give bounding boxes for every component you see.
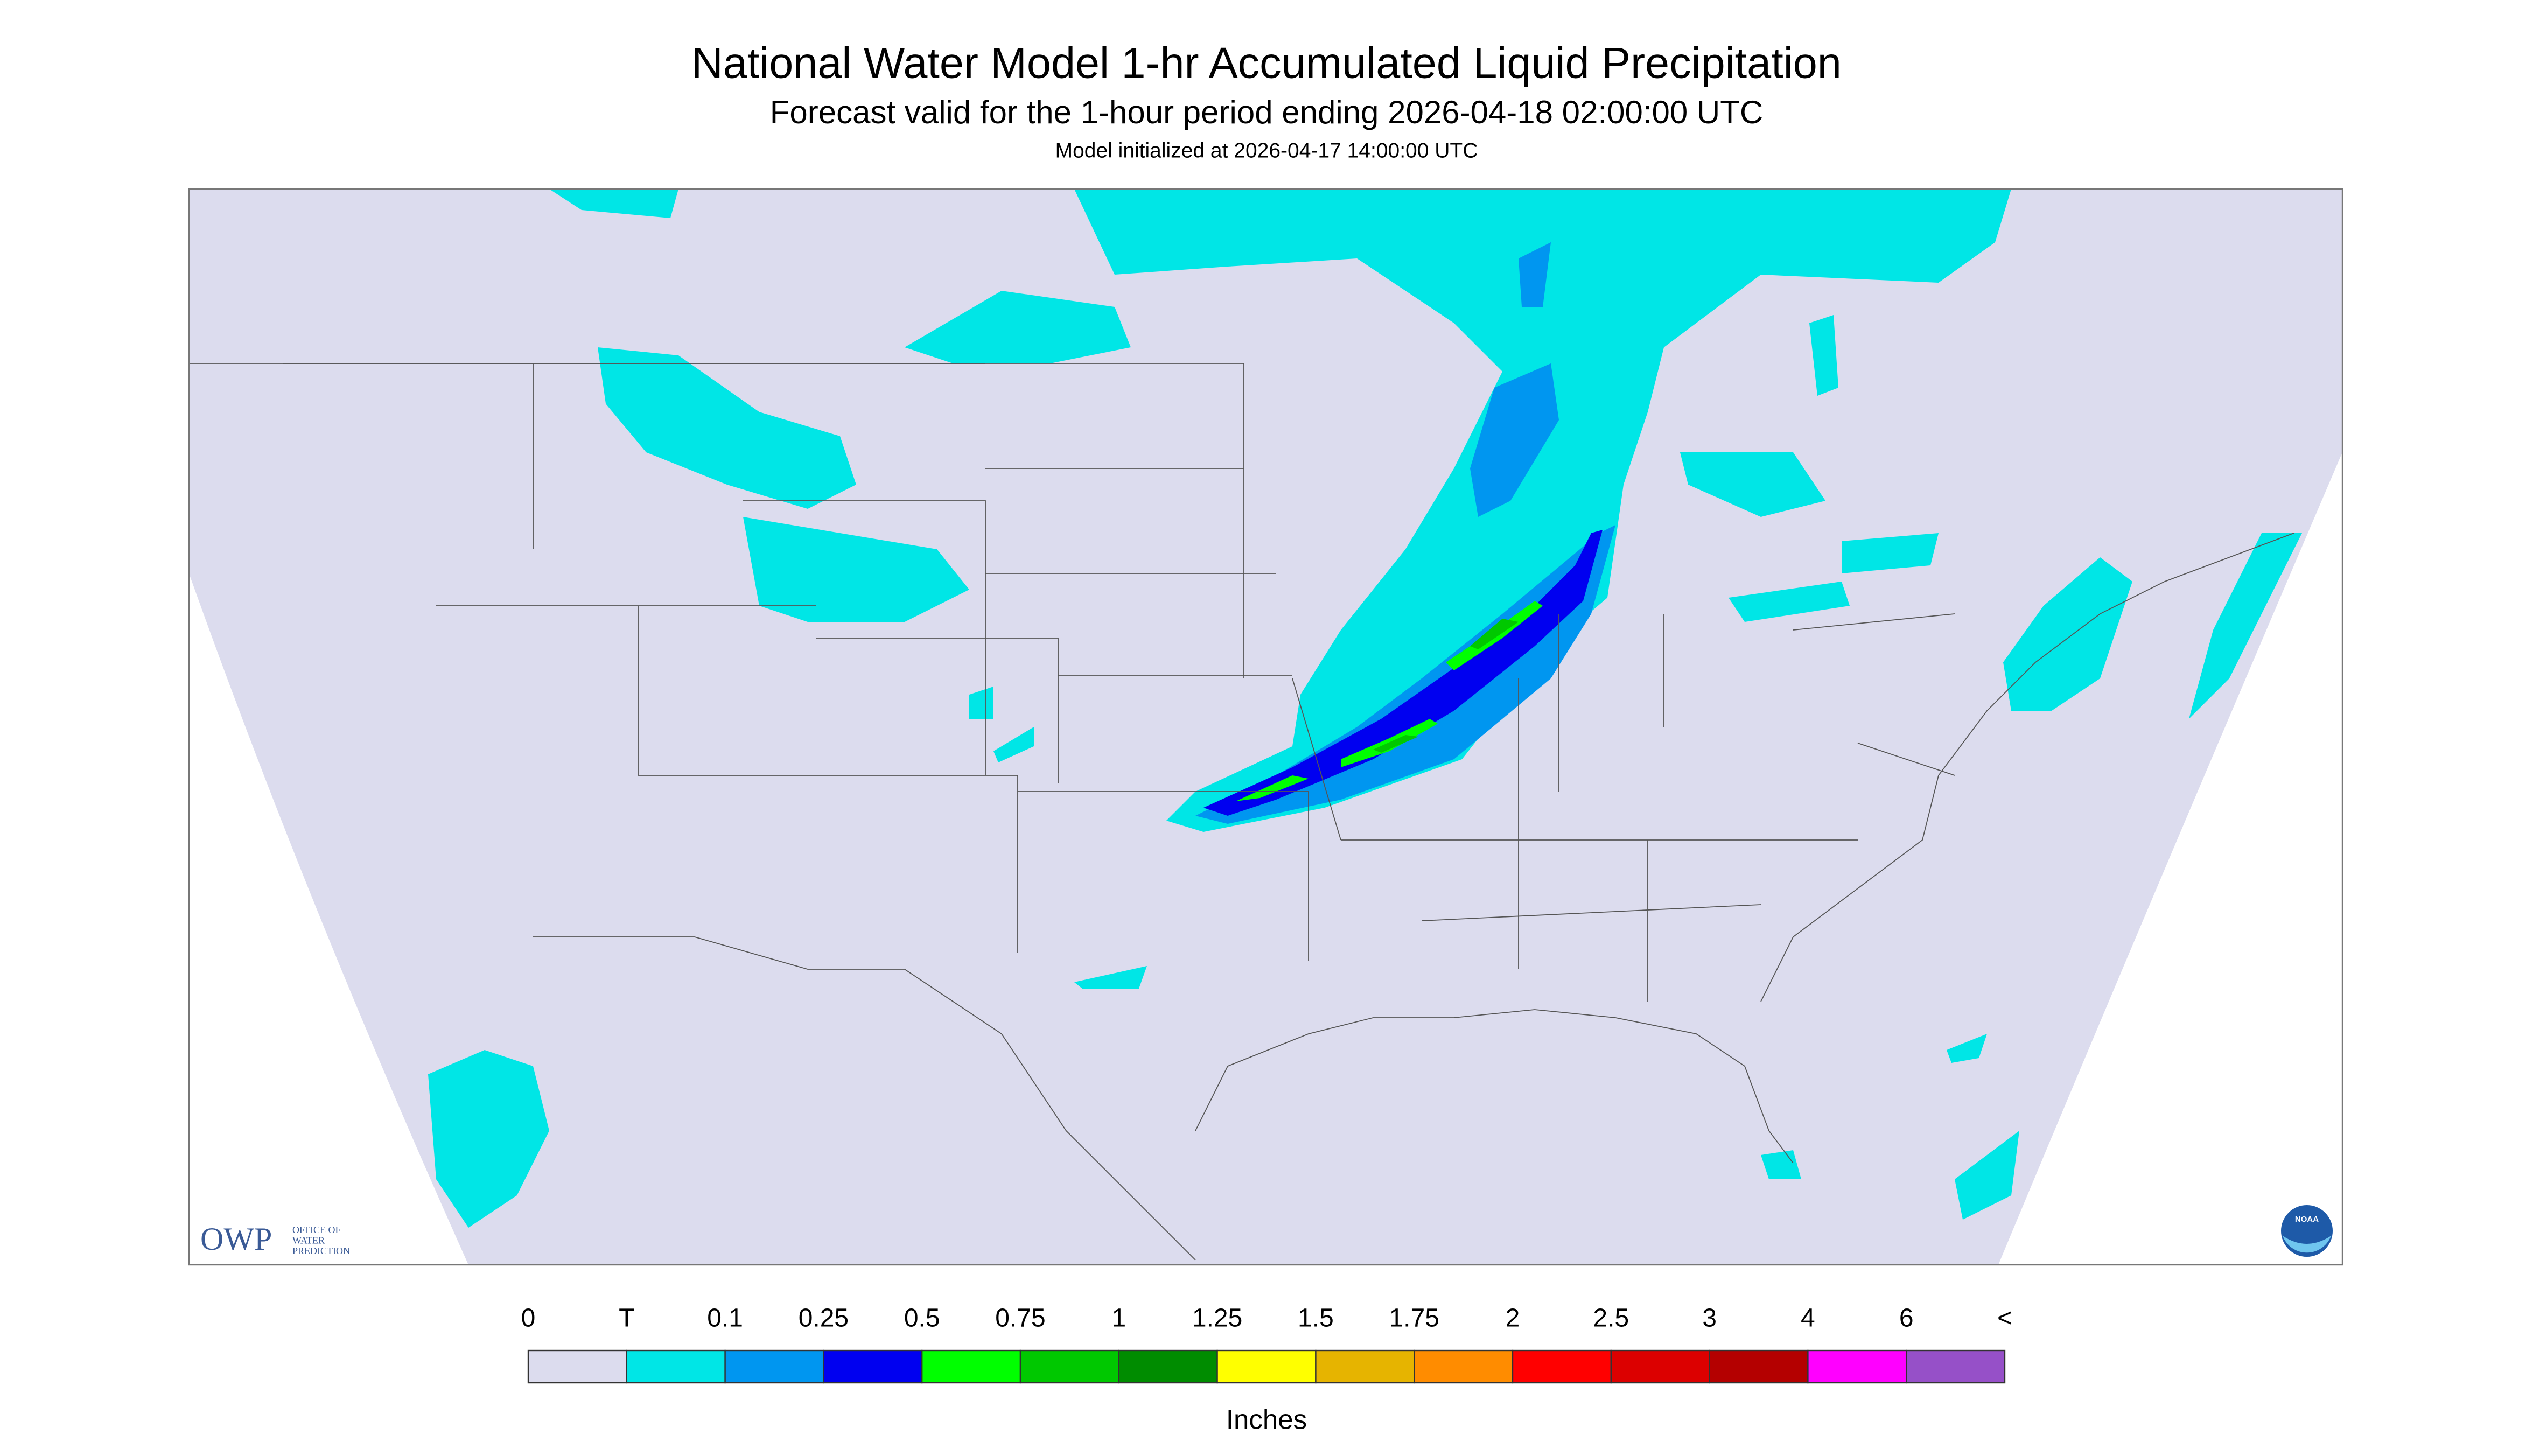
precip-area	[1195, 242, 1615, 824]
legend-swatch	[1512, 1349, 1612, 1384]
precip-area	[1074, 189, 2011, 832]
legend-swatch	[1610, 1349, 1710, 1384]
precip-area	[1236, 601, 1543, 802]
owp-mark: OWP	[200, 1221, 272, 1257]
precip-area	[2003, 557, 2132, 711]
legend-swatch	[823, 1349, 923, 1384]
legend-label: 2	[1506, 1304, 1520, 1333]
subtitle: Forecast valid for the 1-hour period end…	[770, 94, 1763, 130]
legend-label: 1.75	[1389, 1304, 1439, 1333]
precip-area	[549, 189, 678, 219]
legend: 0 T 0.1 0.25 0.5 0.75 1 1.25 1.5 1.75 2 2.5 3 4 6 <	[521, 1304, 2012, 1384]
precip-area	[1470, 363, 1559, 517]
legend-label: 3	[1702, 1304, 1717, 1333]
noaa-wave	[2283, 1236, 2331, 1253]
legend-swatch	[1414, 1349, 1514, 1384]
legend-label: 1.5	[1298, 1304, 1334, 1333]
noaa-logo: NOAA	[2281, 1205, 2333, 1257]
legend-swatch	[1709, 1349, 1809, 1384]
owp-line: PREDICTION	[292, 1245, 350, 1256]
owp-line: WATER	[292, 1235, 325, 1246]
precip-area	[1729, 533, 1939, 622]
legend-label: 0.1	[707, 1304, 743, 1333]
precip-areas	[428, 189, 2302, 1228]
legend-swatch	[1315, 1349, 1415, 1384]
precip-area	[1761, 1034, 2019, 1220]
owp-line: OFFICE OF	[292, 1224, 341, 1235]
legend-label: 0.75	[995, 1304, 1045, 1333]
boundaries	[189, 363, 2294, 1261]
legend-swatch	[1216, 1349, 1317, 1384]
precip-area	[905, 291, 1131, 364]
precip-area	[598, 347, 856, 509]
precip-area	[743, 517, 969, 622]
owp-logo: OWP OFFICE OF WATER PREDICTION	[200, 1221, 350, 1257]
legend-swatch	[1905, 1349, 2006, 1384]
coastline	[1195, 533, 2294, 1164]
legend-label: 0.5	[904, 1304, 940, 1333]
precip-area	[428, 1050, 549, 1228]
init-note: Model initialized at 2026-04-17 14:00:00…	[1055, 139, 1478, 162]
legend-swatch	[921, 1349, 1021, 1384]
legend-label: <	[1997, 1304, 2012, 1333]
legend-label: 4	[1801, 1304, 1815, 1333]
legend-swatch	[1118, 1349, 1218, 1384]
legend-label: 0.25	[799, 1304, 849, 1333]
precip-area	[2189, 533, 2302, 719]
map: OWP OFFICE OF WATER PREDICTION NOAA	[188, 188, 2343, 1266]
legend-label: 2.5	[1593, 1304, 1629, 1333]
legend-swatch	[1019, 1349, 1120, 1384]
legend-label: 1	[1111, 1304, 1126, 1333]
legend-swatch	[1807, 1349, 1907, 1384]
legend-label: T	[619, 1304, 634, 1333]
legend-label: 1.25	[1192, 1304, 1242, 1333]
legend-label: 6	[1899, 1304, 1914, 1333]
legend-swatch	[724, 1349, 824, 1384]
national-border	[189, 363, 1244, 1261]
legend-swatch	[527, 1349, 628, 1384]
noaa-text: NOAA	[2295, 1215, 2319, 1224]
title: National Water Model 1-hr Accumulated Li…	[691, 39, 1842, 87]
legend-label: 0	[521, 1304, 536, 1333]
precip-area	[969, 687, 1147, 989]
map-border	[188, 188, 2343, 1266]
legend-swatch	[626, 1349, 726, 1384]
precip-area	[1680, 315, 1838, 517]
legend-unit: Inches	[1226, 1404, 1307, 1434]
